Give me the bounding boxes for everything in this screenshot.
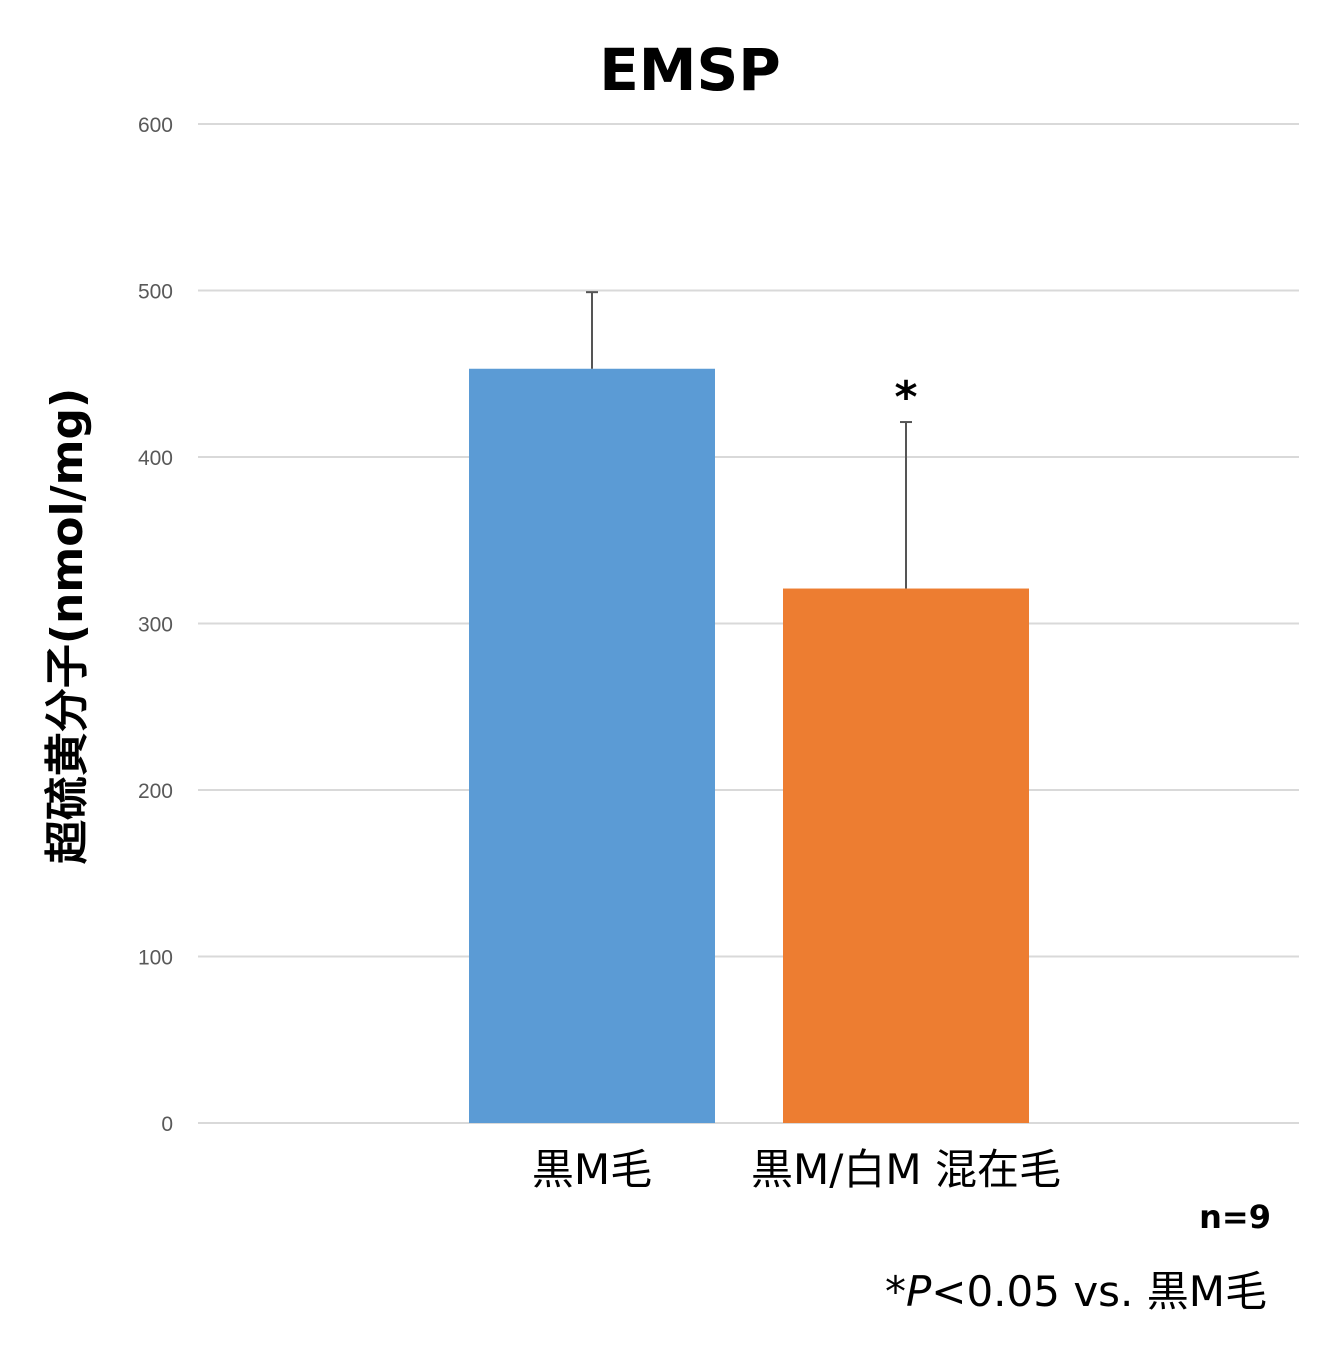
y-tick-label: 500	[138, 281, 173, 304]
bar-2	[783, 588, 1029, 1123]
significance-note-text: <0.05 vs. 黒M毛	[931, 1267, 1267, 1316]
x-axis-categories: 黒M毛 黒M/白M 混在毛	[532, 1145, 1061, 1194]
y-axis-label: 超硫黄分子(nmol/mg)	[42, 388, 93, 864]
sample-size-note: n=9	[1199, 1198, 1271, 1236]
error-bars: *	[586, 291, 918, 589]
chart-title: EMSP	[599, 36, 781, 104]
bar-1	[469, 368, 715, 1123]
x-category-label: 黒M/白M 混在毛	[751, 1145, 1061, 1194]
significance-note-p: P	[905, 1267, 932, 1316]
y-tick-label: 600	[138, 114, 173, 137]
bars	[469, 368, 1029, 1123]
y-tick-label: 200	[138, 780, 173, 803]
significance-note: *P<0.05 vs. 黒M毛	[885, 1258, 1267, 1319]
significance-note-star: *	[884, 1267, 906, 1316]
significance-marker: *	[894, 372, 917, 423]
y-axis-ticks: 0 100 200 300 400 500 600	[138, 114, 173, 1136]
y-tick-label: 0	[161, 1113, 173, 1136]
gridlines	[198, 123, 1299, 1124]
y-tick-label: 400	[138, 447, 173, 470]
x-category-label: 黒M毛	[532, 1145, 652, 1194]
y-tick-label: 300	[138, 614, 173, 637]
y-tick-label: 100	[138, 947, 173, 970]
